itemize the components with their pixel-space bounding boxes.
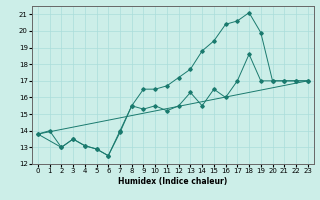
X-axis label: Humidex (Indice chaleur): Humidex (Indice chaleur)	[118, 177, 228, 186]
